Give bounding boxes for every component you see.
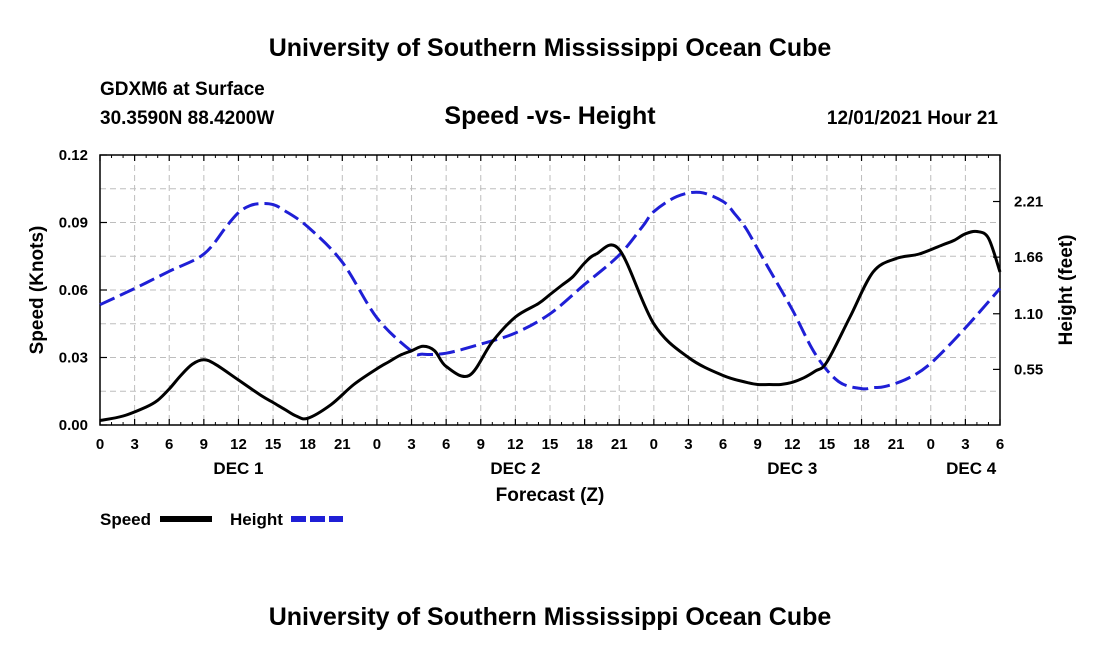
series-layer bbox=[99, 190, 1002, 422]
x-tick-label: 9 bbox=[477, 436, 485, 453]
y-right-tick-label: 1.66 bbox=[1014, 249, 1043, 266]
x-tick-label: 0 bbox=[373, 436, 381, 453]
x-tick-label: 12 bbox=[507, 436, 524, 453]
chart-title: University of Southern Mississippi Ocean… bbox=[269, 34, 832, 62]
y-left-tick-label: 0.12 bbox=[59, 147, 88, 164]
datetime-label: 12/01/2021 Hour 21 bbox=[827, 108, 999, 129]
speed-series-line bbox=[99, 229, 1002, 422]
y-left-tick-label: 0.00 bbox=[59, 417, 88, 434]
x-tick-label: 12 bbox=[230, 436, 247, 453]
x-tick-label: 6 bbox=[996, 436, 1004, 453]
chart-subtitle: Speed -vs- Height bbox=[444, 102, 656, 130]
x-tick-label: 12 bbox=[784, 436, 801, 453]
station-label: GDXM6 at Surface bbox=[100, 79, 265, 100]
x-tick-label: 6 bbox=[442, 436, 450, 453]
day-label: DEC 4 bbox=[946, 459, 997, 478]
x-tick-label: 21 bbox=[334, 436, 351, 453]
x-tick-label: 18 bbox=[853, 436, 870, 453]
y-axis-right-label: Height (feet) bbox=[1056, 235, 1077, 346]
day-label: DEC 3 bbox=[767, 459, 817, 478]
x-tick-label: 21 bbox=[611, 436, 628, 453]
y-right-tick-label: 1.10 bbox=[1014, 306, 1043, 323]
day-label: DEC 1 bbox=[213, 459, 263, 478]
y-left-tick-label: 0.06 bbox=[59, 282, 88, 299]
x-tick-label: 3 bbox=[130, 436, 138, 453]
x-tick-label: 0 bbox=[927, 436, 935, 453]
y-left-tick-label: 0.09 bbox=[59, 215, 88, 232]
x-tick-label: 6 bbox=[719, 436, 727, 453]
x-tick-label: 18 bbox=[576, 436, 593, 453]
height-series-line bbox=[99, 190, 1002, 391]
footer-title: University of Southern Mississippi Ocean… bbox=[269, 603, 832, 631]
plot-grid bbox=[100, 155, 1000, 425]
legend: Speed Height bbox=[100, 510, 343, 529]
x-tick-label: 0 bbox=[650, 436, 658, 453]
x-axis-label: Forecast (Z) bbox=[496, 485, 605, 506]
y-right-tick-label: 0.55 bbox=[1014, 361, 1043, 378]
day-label: DEC 2 bbox=[490, 459, 540, 478]
x-tick-label: 9 bbox=[754, 436, 762, 453]
x-tick-label: 3 bbox=[684, 436, 692, 453]
x-tick-label: 15 bbox=[819, 436, 836, 453]
x-tick-label: 18 bbox=[299, 436, 316, 453]
x-tick-label: 6 bbox=[165, 436, 173, 453]
legend-speed-label: Speed bbox=[100, 510, 151, 529]
location-label: 30.3590N 88.4200W bbox=[100, 108, 274, 129]
x-tick-label: 3 bbox=[961, 436, 969, 453]
x-tick-label: 15 bbox=[265, 436, 282, 453]
x-tick-label: 0 bbox=[96, 436, 104, 453]
legend-height-label: Height bbox=[230, 510, 283, 529]
x-tick-label: 21 bbox=[888, 436, 905, 453]
y-right-tick-label: 2.21 bbox=[1014, 194, 1043, 211]
x-tick-label: 3 bbox=[407, 436, 415, 453]
x-tick-label: 15 bbox=[542, 436, 559, 453]
y-left-tick-label: 0.03 bbox=[59, 350, 88, 367]
axis-labels-layer: 0 3 6 9 12 15 18 21 0 3 6 9 12 15 18 21 0 3 6 9 12 15 18 21 0 3 6 0… bbox=[59, 147, 1043, 478]
x-tick-label: 9 bbox=[200, 436, 208, 453]
y-axis-left-label: Speed (Knots) bbox=[27, 226, 48, 355]
